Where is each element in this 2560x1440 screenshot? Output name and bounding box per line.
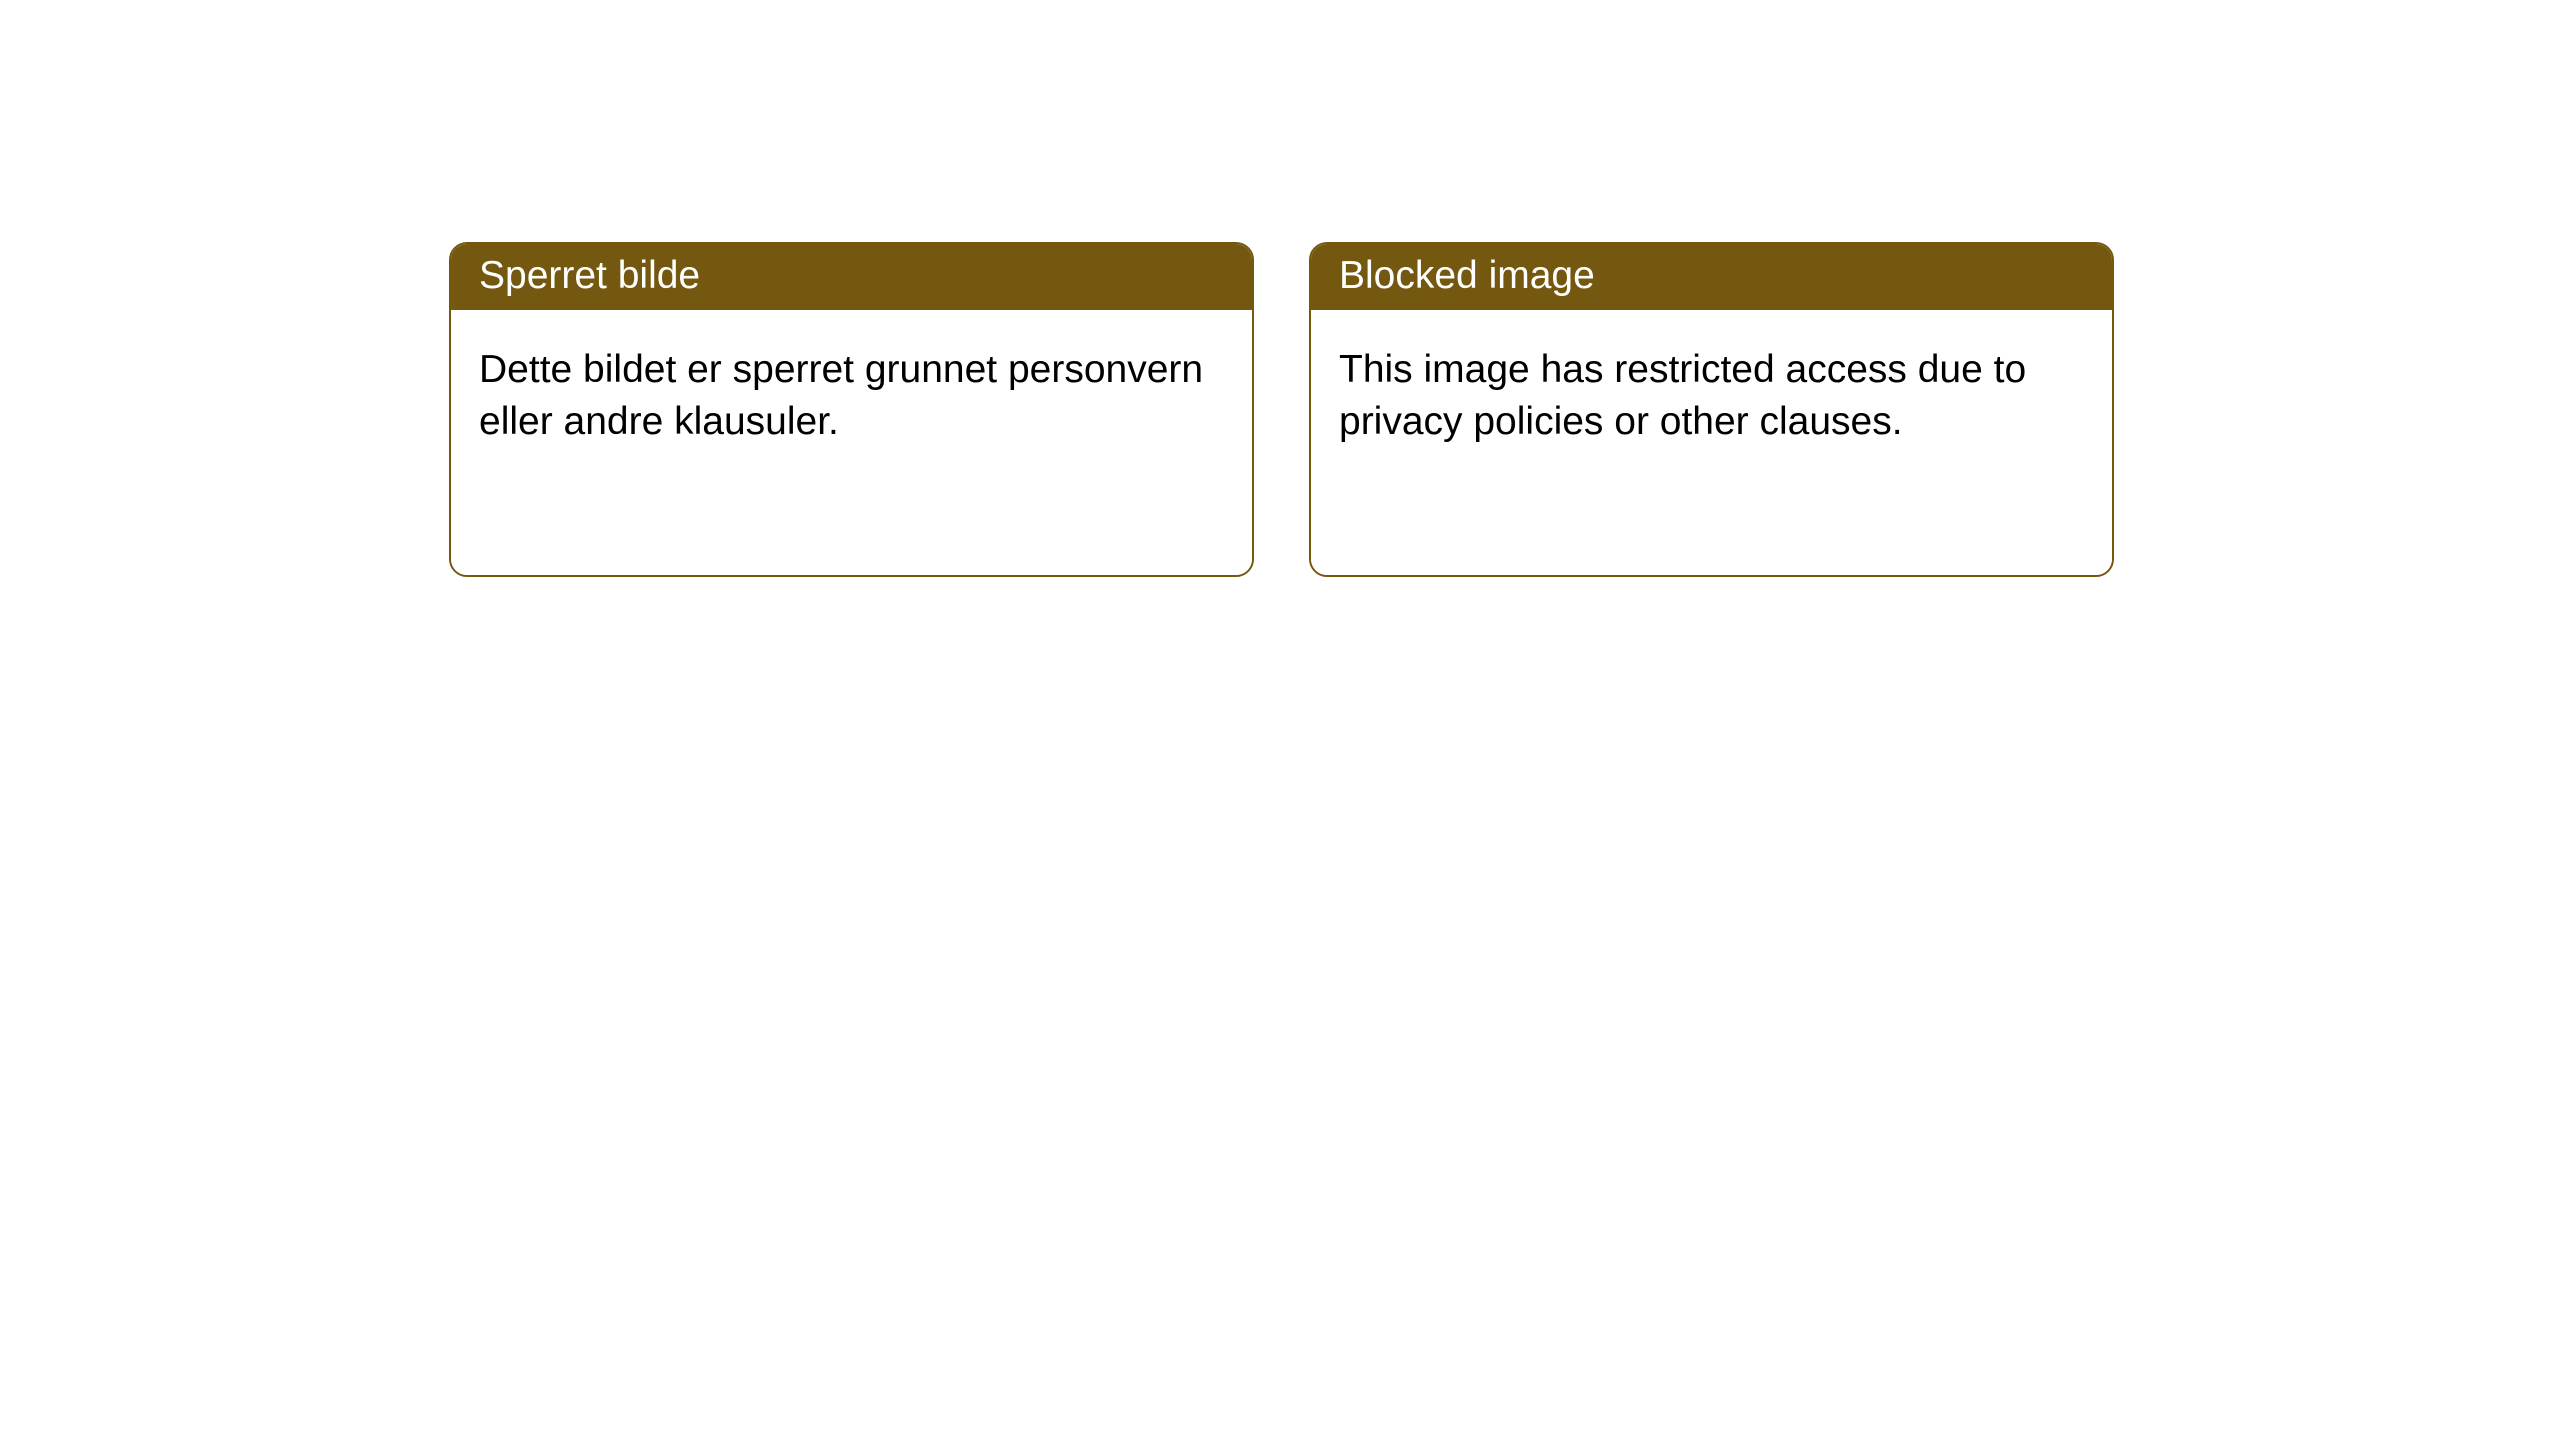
card-body-text: Dette bildet er sperret grunnet personve… <box>479 348 1203 443</box>
card-body-text: This image has restricted access due to … <box>1339 348 2026 443</box>
notice-container: Sperret bilde Dette bildet er sperret gr… <box>449 242 2114 577</box>
card-header: Sperret bilde <box>451 244 1252 310</box>
notice-card-norwegian: Sperret bilde Dette bildet er sperret gr… <box>449 242 1254 577</box>
card-title: Blocked image <box>1339 254 1595 297</box>
card-body: Dette bildet er sperret grunnet personve… <box>451 310 1252 575</box>
card-body: This image has restricted access due to … <box>1311 310 2112 575</box>
card-header: Blocked image <box>1311 244 2112 310</box>
notice-card-english: Blocked image This image has restricted … <box>1309 242 2114 577</box>
card-title: Sperret bilde <box>479 254 700 297</box>
